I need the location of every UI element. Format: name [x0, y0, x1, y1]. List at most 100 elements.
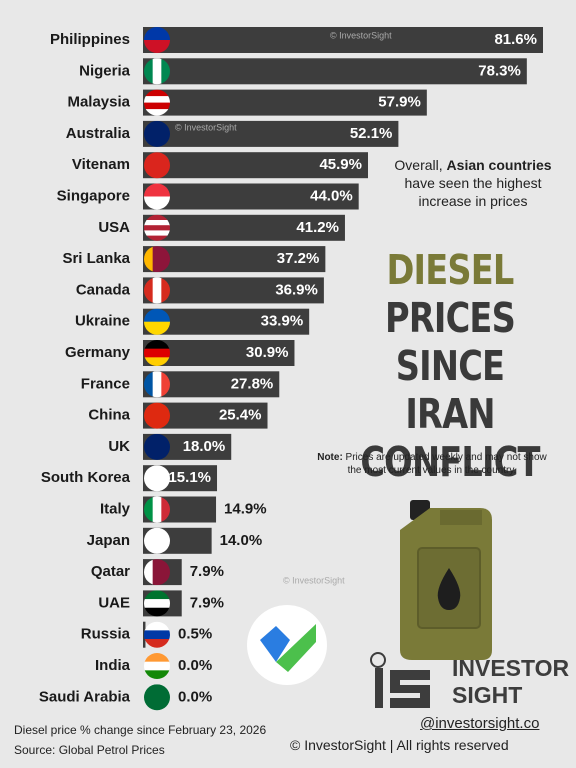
category-label: UAE — [98, 594, 130, 611]
flag-stripe — [144, 40, 170, 53]
subtitle: Diesel price % change since February 23,… — [14, 723, 267, 737]
flag-stripe — [144, 630, 170, 640]
flag — [144, 496, 170, 523]
category-label: Singapore — [57, 187, 130, 204]
category-label: Qatar — [91, 563, 130, 580]
flag — [144, 559, 170, 586]
flag-stripe — [152, 58, 162, 85]
value-label: 0.5% — [178, 626, 212, 643]
value-label: 7.9% — [190, 563, 224, 580]
flag-stripe — [152, 371, 162, 398]
bar — [143, 308, 310, 335]
flag-stripe — [144, 96, 170, 104]
flag-stripe — [144, 340, 170, 350]
annotation-bold: Asian countries — [446, 157, 552, 173]
flag — [144, 246, 170, 273]
flag-stripe — [144, 89, 170, 97]
flag — [144, 27, 170, 53]
category-label: Philippines — [50, 31, 130, 48]
footer: Diesel price % change since February 23,… — [14, 720, 266, 760]
value-label: 14.9% — [224, 500, 267, 517]
watermark: © InvestorSight — [330, 30, 392, 40]
flag — [144, 527, 170, 554]
flag — [144, 89, 170, 116]
category-label: Malaysia — [67, 94, 130, 111]
annotation-text: have seen the highest increase in prices — [404, 175, 542, 209]
category-label: Germany — [65, 344, 131, 361]
flag — [144, 590, 170, 617]
flag-stripe — [161, 277, 170, 304]
flag-stripe — [144, 607, 170, 617]
logo-text: SIGHT — [452, 682, 522, 708]
flag-stripe — [144, 527, 170, 554]
note-label: Note: — [317, 452, 343, 463]
fuel-can-icon — [400, 500, 492, 660]
note: Note: Prices are updated weekly and may … — [312, 451, 552, 477]
category-label: China — [88, 407, 130, 424]
flag-stripe — [144, 220, 170, 226]
flag — [144, 340, 170, 366]
annotation: Overall, Asian countries have seen the h… — [388, 156, 558, 210]
category-label: Nigeria — [79, 62, 131, 79]
flag-stripe — [144, 348, 170, 358]
flag-stripe — [144, 496, 154, 523]
flag — [144, 621, 170, 648]
note-text: Prices are updated weekly and may not sh… — [342, 452, 547, 476]
source: Source: Global Petrol Prices — [14, 743, 165, 757]
flag — [144, 120, 170, 147]
flag-stripe — [152, 496, 162, 523]
value-label: 7.9% — [190, 594, 224, 611]
category-label: France — [81, 375, 130, 392]
value-label: 52.1% — [350, 125, 393, 142]
flag-stripe — [144, 371, 154, 398]
value-label: 57.9% — [378, 94, 421, 111]
category-label: South Korea — [41, 469, 131, 486]
flag-stripe — [144, 27, 170, 41]
value-label: 0.0% — [178, 688, 212, 705]
flag — [144, 58, 170, 85]
flag-stripe — [144, 277, 154, 304]
brand-mark: INVESTOR SIGHT © InvestorSight © Investo… — [175, 30, 570, 708]
bar — [143, 246, 326, 273]
flag-stripe — [144, 599, 170, 609]
annotation-text: Overall, — [394, 157, 447, 173]
flag-stripe — [144, 214, 170, 221]
category-label: India — [95, 657, 131, 674]
flag — [144, 183, 170, 210]
bar — [143, 214, 345, 241]
flag-stripe — [161, 246, 170, 273]
flag — [144, 465, 170, 492]
category-label: Vitenam — [72, 156, 130, 173]
flag-stripe — [161, 496, 170, 523]
category-label: Sri Lanka — [62, 250, 130, 267]
value-label: 18.0% — [183, 438, 226, 455]
bar — [143, 89, 427, 116]
flag-stripe — [144, 120, 170, 147]
flag — [144, 371, 170, 398]
center-logo — [247, 605, 327, 685]
value-label: 0.0% — [178, 657, 212, 674]
value-label: 45.9% — [319, 156, 362, 173]
value-label: 27.8% — [231, 375, 274, 392]
value-label: 33.9% — [261, 313, 304, 330]
flag-stripe — [144, 225, 170, 231]
copyright: © InvestorSight | All rights reserved — [290, 737, 509, 753]
bar — [143, 277, 324, 304]
bar — [143, 120, 399, 147]
flag-stripe — [144, 235, 170, 241]
flag — [144, 214, 170, 241]
flag-stripe — [144, 308, 170, 323]
value-label: 44.0% — [310, 187, 353, 204]
title-line: CONFLICT — [360, 438, 540, 486]
value-label: 25.4% — [219, 407, 262, 424]
flag-stripe — [144, 183, 170, 197]
flag-stripe — [144, 590, 170, 600]
logo-text: INVESTOR — [452, 655, 570, 681]
flag-stripe — [144, 661, 170, 671]
value-label: 41.2% — [296, 219, 339, 236]
flag — [144, 433, 170, 460]
title-line: PRICES — [385, 294, 516, 342]
flag-stripe — [144, 465, 170, 492]
flag-stripe — [144, 152, 170, 179]
category-label: Japan — [87, 532, 130, 549]
